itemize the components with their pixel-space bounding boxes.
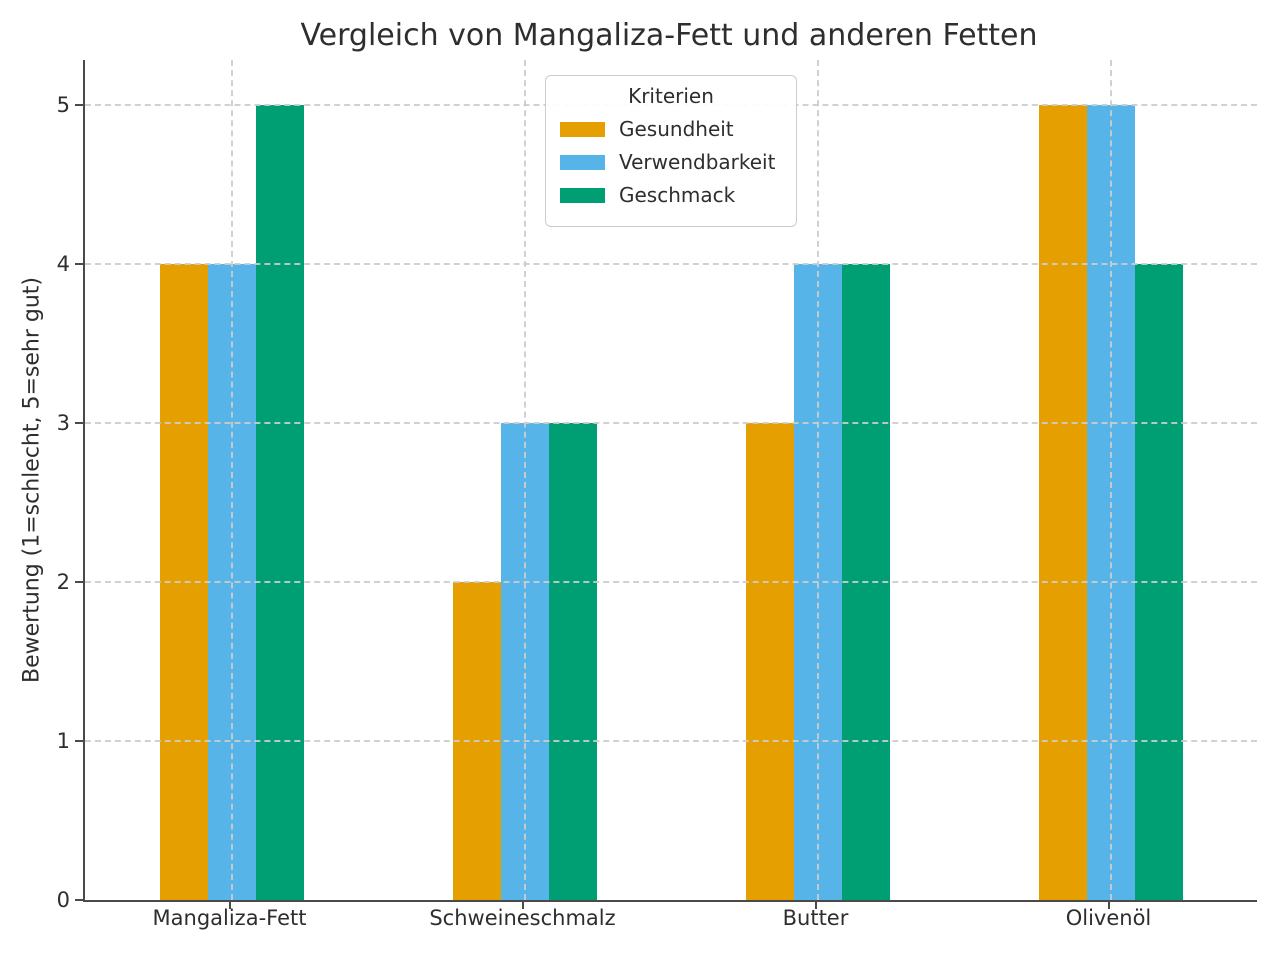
legend-swatch-geschmack <box>560 187 605 203</box>
bar-gesundheit-butter <box>745 422 794 900</box>
legend-label-verwendbarkeit: Verwendbarkeit <box>619 150 776 174</box>
legend-label-geschmack: Geschmack <box>619 183 736 207</box>
legend-item-geschmack: Geschmack <box>560 183 782 207</box>
x-tick-label-olivenol: Olivenöl <box>1065 906 1152 930</box>
y-tick-label-5: 5 <box>56 92 70 117</box>
legend-swatch-gesundheit <box>560 121 605 137</box>
h-gridline-2 <box>85 580 1257 583</box>
legend-item-verwendbarkeit: Verwendbarkeit <box>560 150 782 174</box>
x-tick-mark-mangaliza-fett <box>228 902 231 909</box>
v-gridline-schweineschmalz <box>523 60 526 900</box>
y-tick-label-4: 4 <box>56 251 70 276</box>
x-tick-mark-butter <box>814 902 817 909</box>
v-gridline-olivenol <box>1109 60 1112 900</box>
legend: Kriterien Gesundheit Verwendbarkeit Geschm… <box>545 75 797 227</box>
legend-item-gesundheit: Gesundheit <box>560 117 782 141</box>
v-gridline-butter <box>816 60 819 900</box>
y-tick-label-3: 3 <box>56 410 70 435</box>
y-tick-mark-0 <box>75 899 83 901</box>
legend-title: Kriterien <box>628 84 714 108</box>
legend-items: Gesundheit Verwendbarkeit Geschmack <box>560 117 782 207</box>
y-tick-mark-4 <box>75 262 83 265</box>
legend-label-gesundheit: Gesundheit <box>619 117 734 141</box>
v-gridline-mangaliza-fett <box>230 60 233 900</box>
chart-title: Vergleich von Mangaliza-Fett und anderen… <box>300 18 1038 53</box>
x-tick-label-schweineschmalz: Schweineschmalz <box>429 906 616 930</box>
legend-swatch-verwendbarkeit <box>560 154 605 170</box>
y-tick-label-0: 0 <box>56 888 70 912</box>
x-tick-mark-olivenol <box>1107 902 1110 909</box>
bar-geschmack-mangaliza-fett <box>255 104 304 900</box>
y-tick-mark-3 <box>75 421 83 424</box>
h-gridline-1 <box>85 739 1257 742</box>
bar-geschmack-schweineschmalz <box>548 422 597 900</box>
h-gridline-4 <box>85 262 1257 265</box>
y-tick-mark-5 <box>75 103 83 106</box>
plot-area <box>83 60 1257 902</box>
bar-gesundheit-olivenol <box>1038 104 1087 900</box>
y-tick-mark-2 <box>75 580 83 583</box>
x-tick-label-mangaliza-fett: Mangaliza-Fett <box>152 906 307 930</box>
h-gridline-3 <box>85 421 1257 424</box>
y-tick-label-1: 1 <box>56 728 70 753</box>
y-tick-label-2: 2 <box>56 569 70 594</box>
x-tick-label-butter: Butter <box>782 906 849 930</box>
y-tick-mark-1 <box>75 739 83 742</box>
x-tick-mark-schweineschmalz <box>521 902 524 909</box>
y-axis-label: Bewertung (1=schlecht, 5=sehr gut) <box>19 276 45 684</box>
